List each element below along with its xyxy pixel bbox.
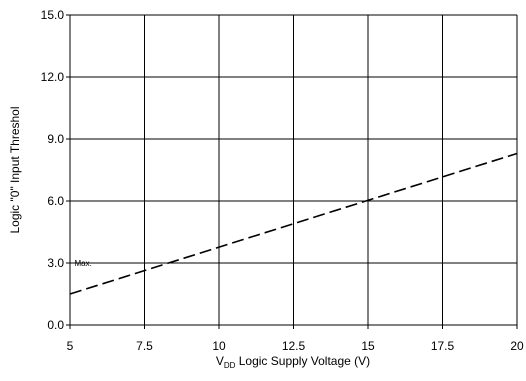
x-tick-label: 10: [212, 339, 226, 353]
annotations: Max.: [74, 259, 91, 268]
y-tick-label: 9.0: [47, 132, 64, 146]
x-tick-label: 5: [67, 339, 74, 353]
x-tick-label: 12.5: [282, 339, 306, 353]
x-tick-label: 20: [510, 339, 524, 353]
tick-labels: 5 7.5 10 12.5 15 17.5 20 0.0 3.0 6.0 9.0 12.0 15.0: [41, 8, 524, 353]
y-tick-label: 6.0: [47, 194, 64, 208]
y-tick-label: 15.0: [41, 8, 65, 22]
x-axis-label: VDD Logic Supply Voltage (V): [216, 354, 370, 370]
y-tick-label: 12.0: [41, 70, 65, 84]
x-tick-label: 15: [361, 339, 375, 353]
y-axis-label: Logic "0" Input Threshol: [8, 106, 22, 233]
y-tick-label: 3.0: [47, 256, 64, 270]
y-tick-label: 0.0: [47, 318, 64, 332]
max-annotation: Max.: [74, 259, 91, 268]
grid-lines: [66, 14, 518, 329]
x-tick-label: 7.5: [136, 339, 153, 353]
data-series: [69, 152, 518, 295]
series-line-max: [69, 152, 518, 295]
x-tick-label: 17.5: [431, 339, 455, 353]
